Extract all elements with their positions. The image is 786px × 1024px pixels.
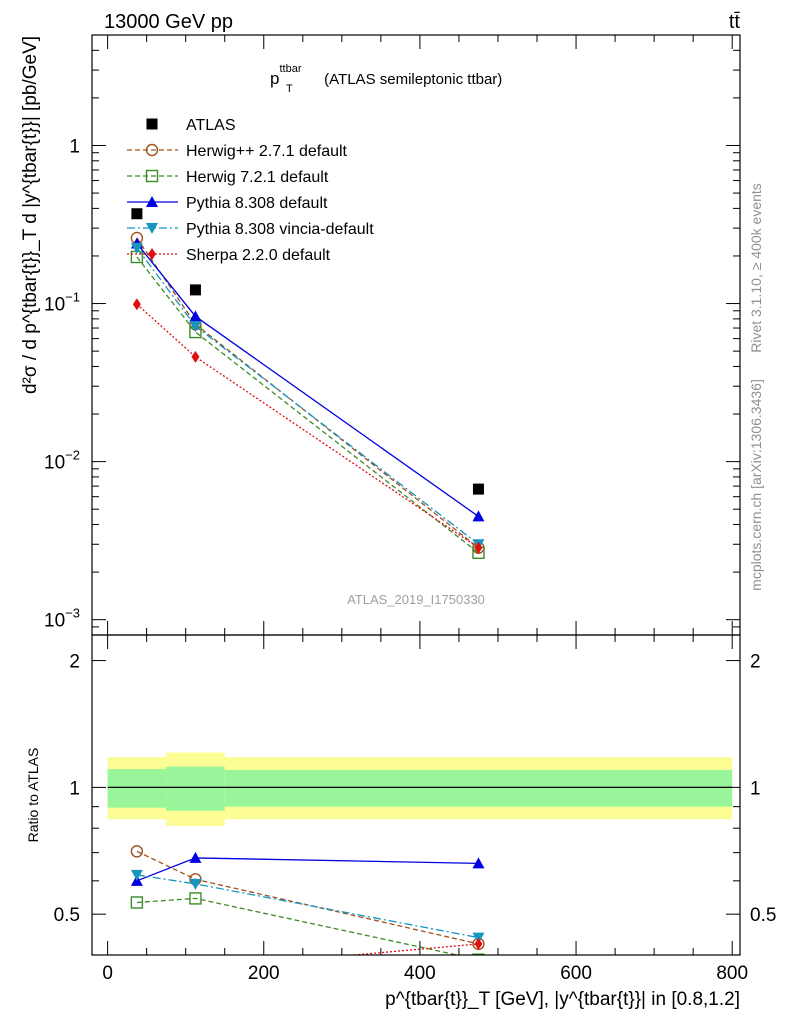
main-series-marker	[189, 321, 202, 333]
legend-marker	[145, 143, 159, 157]
main-y-tick-label: 1	[69, 136, 80, 157]
ratio-ticks: 0.5 0.5 1 1 2 2 0 200 400 600 800	[54, 635, 776, 984]
ratio-y-tick-label: 2	[69, 652, 80, 673]
ratio-band-inner	[166, 766, 225, 811]
legend-marker	[146, 196, 158, 207]
ratio-series-line	[136, 897, 461, 955]
main-series-marker	[130, 242, 143, 254]
legend-entry: Herwig++ 2.7.1 default	[127, 143, 348, 160]
ratio-panel: 0.5 0.5 1 1 2 2 0 200 400 600 800 Ratio to ATLAS p…	[25, 634, 776, 1010]
ratio-series-marker	[189, 851, 202, 863]
legend-entry: Pythia 8.308 vincia-default	[127, 221, 374, 238]
main-series-marker	[474, 541, 483, 554]
ratio-band-inner	[107, 769, 167, 808]
ratio-series-marker	[130, 869, 143, 881]
main-series-line	[136, 256, 479, 554]
x-axis-label: p^{tbar{t}}_T [GeV], |y^{tbar{t}}| in [0…	[385, 989, 740, 1010]
atlas-data-point	[472, 483, 484, 495]
main-series-marker	[191, 350, 200, 363]
x-tick-label: 0	[102, 963, 113, 984]
main-plot-area	[130, 208, 485, 559]
x-tick-label: 200	[248, 963, 280, 984]
atlas-data-point	[131, 208, 143, 220]
main-series-line	[136, 243, 479, 517]
ratio-y-tick-label: 0.5	[54, 905, 80, 926]
main-y-tick-label: 10−1	[44, 290, 80, 316]
main-ticks: 10−3 10−2 10−1 1	[44, 34, 740, 636]
legend-entry: Pythia 8.308 default	[127, 195, 328, 212]
ratio-frame	[91, 634, 741, 956]
ratio-plot-area	[107, 752, 733, 975]
header-final-state: tt̄	[729, 11, 741, 33]
rivet-version-label: Rivet 3.1.10, ≥ 400k events	[748, 183, 764, 353]
ratio-series-marker	[474, 937, 483, 950]
ratio-series-line	[136, 850, 479, 945]
ratio-y-tick-label-right: 1	[750, 778, 761, 799]
main-y-axis-label: d²σ / d p^{tbar{t}}_T d |y^{tbar{t}}| [p…	[20, 36, 41, 394]
main-y-tick-label: 10−3	[44, 606, 80, 632]
legend-label: Herwig 7.2.1 default	[186, 169, 329, 186]
atlas-data-point	[189, 284, 201, 296]
main-panel: 10−3 10−2 10−1 1 ATLAS_2019_I1750330 pttbar…	[20, 34, 741, 636]
main-title: pttbar T (ATLAS semileptonic ttbar)	[270, 63, 502, 95]
ratio-series-marker	[189, 892, 202, 905]
legend: ATLAS Herwig++ 2.7.1 default Herwig 7.2.1 …	[127, 117, 374, 264]
main-y-tick-label: 10−2	[44, 448, 80, 474]
legend-marker	[146, 118, 158, 130]
x-tick-label: 800	[716, 963, 748, 984]
ratio-series-marker	[130, 845, 144, 858]
x-tick-label: 600	[560, 963, 592, 984]
legend-label: Pythia 8.308 vincia-default	[186, 221, 374, 238]
ratio-series-marker	[189, 878, 202, 890]
ratio-series-marker	[472, 857, 485, 869]
x-tick-label: 400	[404, 963, 436, 984]
ratio-series-marker	[191, 963, 199, 975]
ratio-series-line	[136, 857, 479, 882]
ratio-series-line	[136, 874, 479, 939]
ratio-y-tick-label-right: 2	[750, 652, 761, 673]
legend-entry: ATLAS	[146, 117, 236, 134]
legend-label: ATLAS	[186, 117, 236, 134]
legend-marker	[148, 248, 156, 260]
main-series-marker	[189, 310, 202, 322]
legend-entry: Herwig 7.2.1 default	[127, 169, 329, 186]
legend-marker	[145, 169, 159, 183]
legend-label: Sherpa 2.2.0 default	[186, 247, 331, 264]
legend-marker	[146, 223, 158, 234]
header-process: 13000 GeV pp	[104, 11, 233, 33]
ratio-y-tick-label: 1	[69, 778, 80, 799]
legend-label: Herwig++ 2.7.1 default	[186, 143, 348, 160]
mcplots-label: mcplots.cern.ch [arXiv:1306.3436]	[748, 379, 764, 591]
analysis-watermark: ATLAS_2019_I1750330	[347, 592, 485, 607]
ratio-band-inner	[224, 769, 733, 807]
legend-label: Pythia 8.308 default	[186, 195, 328, 212]
main-series-line	[136, 237, 479, 549]
main-series-marker	[472, 510, 485, 522]
main-series-line	[136, 303, 479, 549]
ratio-y-axis-label: Ratio to ATLAS	[25, 748, 41, 843]
main-series-marker	[132, 298, 141, 311]
ratio-series-marker	[130, 896, 144, 909]
ratio-y-tick-label-right: 0.5	[750, 905, 776, 926]
legend-entry: Sherpa 2.2.0 default	[127, 247, 331, 264]
ratio-series-marker	[472, 953, 485, 955]
